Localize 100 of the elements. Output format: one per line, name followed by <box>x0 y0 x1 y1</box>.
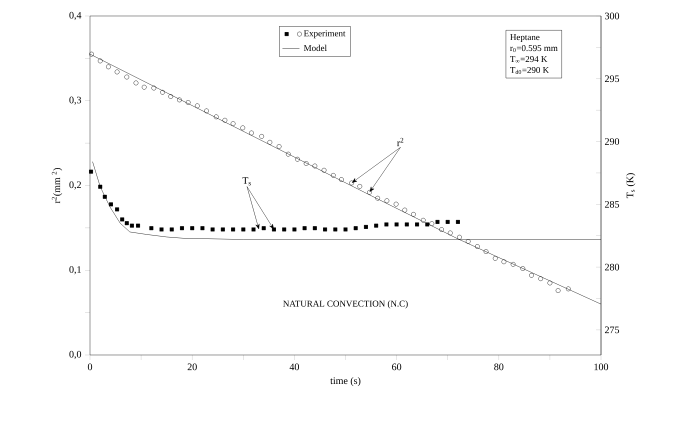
point <box>282 227 286 232</box>
point <box>124 74 130 80</box>
point <box>120 217 124 222</box>
point <box>566 286 571 292</box>
point <box>102 194 107 199</box>
point <box>510 262 516 267</box>
point <box>394 222 399 226</box>
y2-tick-label: 290 <box>604 138 620 145</box>
point <box>344 227 348 232</box>
point <box>98 184 102 189</box>
point <box>474 244 480 249</box>
point <box>520 266 526 271</box>
point <box>149 226 154 230</box>
annotation: NATURAL CONVECTION (N.C) <box>283 300 408 308</box>
y2-tick-label: 295 <box>604 75 620 82</box>
point <box>538 276 544 282</box>
point <box>411 212 416 217</box>
y-tick-label: 0,2 <box>69 181 81 190</box>
point <box>367 190 372 195</box>
point <box>142 84 147 90</box>
x-tick-label: 0 <box>88 364 92 370</box>
point <box>160 90 165 95</box>
point <box>286 152 291 157</box>
y-tick-label: 0,3 <box>69 96 82 105</box>
point <box>136 224 140 228</box>
point <box>151 86 156 90</box>
y2-tick-label: 275 <box>604 326 620 334</box>
point <box>364 224 368 229</box>
point <box>222 118 228 123</box>
point <box>170 227 174 232</box>
point <box>108 202 113 206</box>
point <box>402 208 408 212</box>
annotation: T$_{d0}$=290 K <box>510 66 550 74</box>
y2-tick-label: 300 <box>605 12 620 20</box>
point <box>333 227 338 232</box>
point <box>292 227 296 232</box>
y-axis-title: r$^{2}$(mm $^{2}$) <box>52 168 62 204</box>
point <box>267 140 272 145</box>
x-tick-label: 20 <box>188 364 197 370</box>
point <box>384 198 390 204</box>
point <box>446 220 450 224</box>
x-tick-label: 80 <box>494 364 504 370</box>
point <box>339 177 344 182</box>
y-tick-label: 0,0 <box>69 350 82 360</box>
point <box>492 256 498 261</box>
point <box>210 227 215 232</box>
point <box>98 58 103 64</box>
y-tick-label: 0,1 <box>69 266 81 274</box>
point <box>168 94 174 99</box>
point <box>502 259 506 264</box>
legend-label: Model <box>304 44 327 52</box>
point <box>106 64 111 70</box>
point <box>375 196 380 201</box>
point <box>349 180 354 186</box>
point <box>420 218 426 223</box>
point <box>439 227 444 232</box>
point <box>186 100 191 105</box>
point <box>357 184 362 189</box>
point <box>295 156 300 162</box>
point <box>259 134 264 139</box>
point <box>312 164 318 168</box>
point <box>124 221 129 226</box>
annotation: T$_{s}$ <box>242 177 251 186</box>
legend-label: Experiment <box>304 30 346 38</box>
point <box>262 226 266 230</box>
point <box>404 222 409 226</box>
point <box>249 130 254 136</box>
point <box>241 227 246 232</box>
annotation: T$_{∞}$=294 K <box>510 56 548 62</box>
point <box>134 80 138 86</box>
point <box>304 161 309 166</box>
point <box>556 288 560 293</box>
point <box>435 220 440 224</box>
point <box>312 226 317 230</box>
point <box>214 114 219 120</box>
point <box>231 227 236 232</box>
point <box>529 272 534 278</box>
point <box>160 227 164 232</box>
point <box>466 239 471 244</box>
annotation: r$_{0}$=0.595 mm <box>510 45 558 52</box>
point <box>276 144 282 149</box>
y2-tick-label: 285 <box>604 200 620 208</box>
point <box>484 249 488 254</box>
x-tick-label: 40 <box>290 364 300 370</box>
point <box>302 226 307 230</box>
point <box>130 224 134 228</box>
y-tick-label: 0,4 <box>69 12 82 20</box>
point <box>190 226 194 230</box>
point <box>374 224 378 228</box>
point <box>115 207 120 212</box>
point <box>330 172 336 178</box>
y2-tick-label: 280 <box>604 264 620 270</box>
point <box>220 227 225 232</box>
annotation: r$^{2}$ <box>397 138 404 146</box>
point <box>548 280 552 286</box>
point <box>457 234 462 240</box>
point <box>429 221 434 226</box>
x-axis-title: time (s) <box>330 377 360 386</box>
point <box>384 222 388 226</box>
point <box>180 226 184 230</box>
